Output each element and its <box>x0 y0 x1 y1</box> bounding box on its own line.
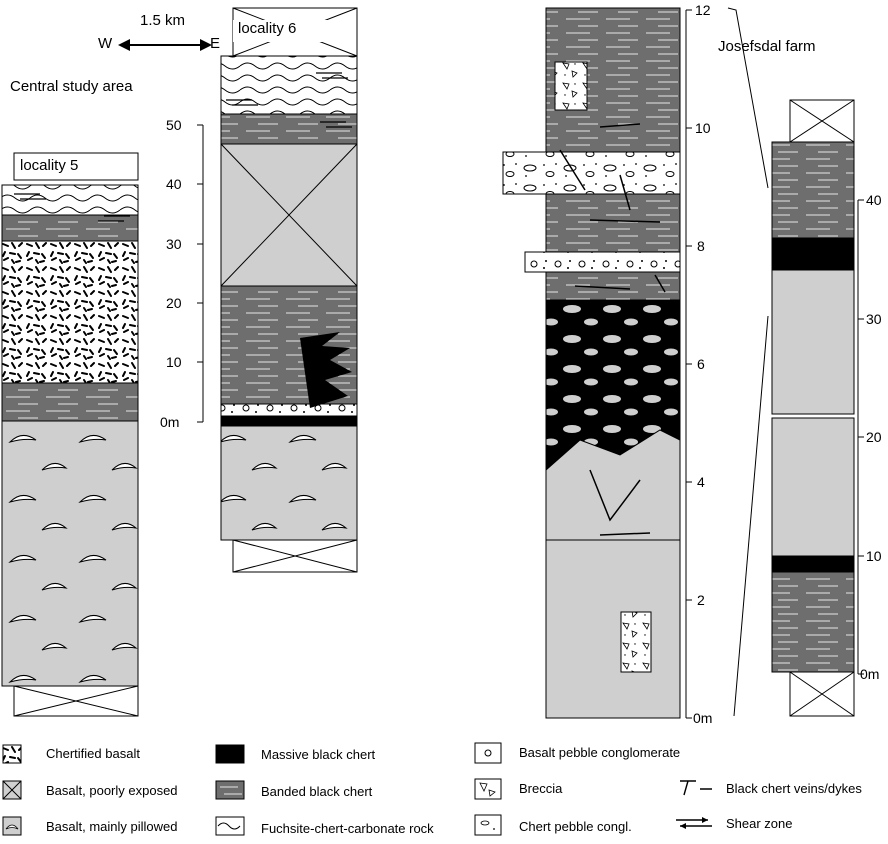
legend-swatch-chertified <box>2 744 22 764</box>
column-detail <box>502 7 681 719</box>
legend-label-veins: Black chert veins/dykes <box>726 781 862 796</box>
scale-bar-left <box>197 124 204 423</box>
column-locality6 <box>220 7 358 573</box>
legend-swatch-breccia <box>474 778 502 800</box>
correlation-line-bottom <box>733 315 769 717</box>
legend-swatch-fuchsite <box>215 816 245 836</box>
tick-mid-8: 8 <box>697 238 705 254</box>
tick-mid-10: 10 <box>695 120 711 136</box>
shear-zone-marks <box>14 193 130 222</box>
legend-label-massive: Massive black chert <box>261 747 376 762</box>
legend-label-shear: Shear zone <box>726 816 793 831</box>
tick-left-20: 20 <box>166 295 182 311</box>
tick-right-20: 20 <box>866 429 882 445</box>
scale-bar-mid <box>685 9 692 719</box>
tick-left-30: 30 <box>166 236 182 252</box>
tick-left-0: 0m <box>160 414 180 430</box>
tick-mid-4: 4 <box>697 474 705 490</box>
tick-mid-12: 12 <box>695 2 711 18</box>
legend-swatches <box>2 742 712 836</box>
legend-label-chertified: Chertified basalt <box>46 746 140 761</box>
correlation-line-top <box>727 7 769 189</box>
legend-swatch-veins <box>680 780 712 796</box>
legend-label-chert-pebble: Chert pebble congl. <box>519 819 632 834</box>
tick-right-10: 10 <box>866 548 882 564</box>
tick-mid-6: 6 <box>697 356 705 372</box>
column-locality5 <box>1 152 139 717</box>
josefsdal-label: Josefsdal farm <box>718 38 816 55</box>
legend-swatch-pillowed <box>2 816 22 836</box>
chert-veins <box>559 123 666 536</box>
scale-bar-right <box>857 199 864 675</box>
tick-right-30: 30 <box>866 311 882 327</box>
legend-label-banded: Banded black chert <box>261 784 373 799</box>
tick-mid-2: 2 <box>697 592 705 608</box>
tick-left-10: 10 <box>166 354 182 370</box>
tick-right-40: 40 <box>866 192 882 208</box>
scale-arrow <box>118 39 212 51</box>
legend-label-breccia: Breccia <box>519 781 563 796</box>
study-area-title: Central study area <box>10 78 133 95</box>
legend-swatch-pebble-conglomerate <box>474 742 502 764</box>
legend-swatch-banded <box>215 780 245 800</box>
legend-label-pebble-conglomerate: Basalt pebble conglomerate <box>519 745 681 760</box>
legend-swatch-shear <box>676 817 712 829</box>
legend-label-fuchsite: Fuchsite-chert-carbonate rock <box>261 821 434 836</box>
shear-zone-marks <box>226 72 352 128</box>
legend-swatch-chert-pebble <box>474 814 502 836</box>
east-label: E <box>210 35 221 52</box>
scale-distance-label: 1.5 km <box>140 12 186 29</box>
tick-left-50: 50 <box>166 117 182 133</box>
legend-swatch-poorly-exposed <box>2 780 22 800</box>
column-josefsdal <box>771 99 855 717</box>
tick-mid-0: 0m <box>693 710 713 726</box>
legend-label-poorly-exposed: Basalt, poorly exposed <box>46 783 178 798</box>
west-label: W <box>98 35 113 52</box>
locality5-label: locality 5 <box>20 157 79 174</box>
legend-label-pillowed: Basalt, mainly pillowed <box>46 819 178 834</box>
tick-right-0: 0m <box>860 666 880 682</box>
legend-swatch-massive <box>215 744 245 764</box>
locality6-label: locality 6 <box>238 20 297 37</box>
tick-left-40: 40 <box>166 176 182 192</box>
